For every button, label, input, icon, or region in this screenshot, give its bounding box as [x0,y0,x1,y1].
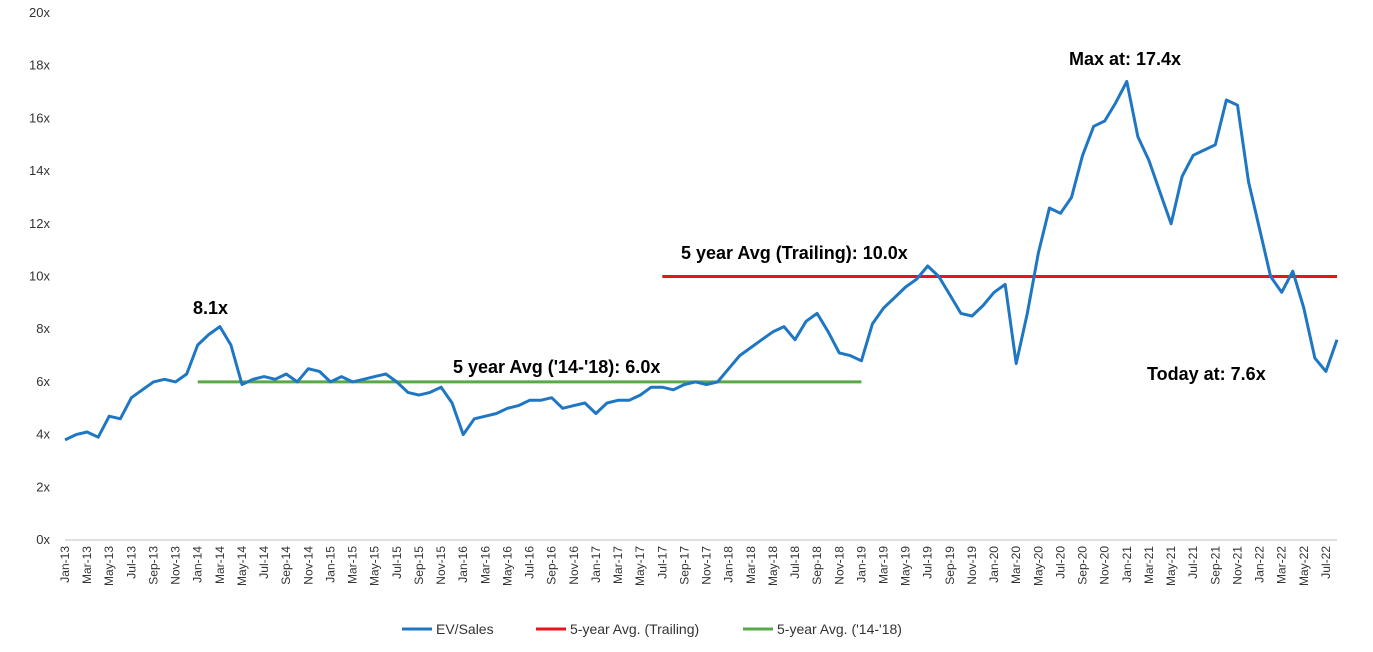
x-tick-label: Sep-19 [943,546,957,585]
x-tick-label: Sep-13 [146,546,160,585]
x-tick-label: Jul-20 [1053,546,1067,579]
x-tick-label: May-19 [899,546,913,586]
legend-label-trailing: 5-year Avg. (Trailing) [570,621,699,637]
x-tick-label: Sep-18 [810,546,824,585]
x-tick-label: Mar-18 [744,546,758,584]
x-tick-label: Mar-21 [1142,546,1156,584]
y-tick-label: 2x [36,479,50,494]
x-tick-label: Sep-15 [412,546,426,585]
x-tick-label: May-18 [766,546,780,586]
x-tick-label: Jul-15 [390,546,404,579]
x-tick-label: Sep-17 [677,546,691,585]
x-tick-label: Jan-16 [456,546,470,583]
x-tick-label: Jul-22 [1319,546,1333,579]
plot-area [64,80,1339,442]
y-tick-label: 16x [29,110,50,125]
x-tick-label: Nov-15 [434,546,448,585]
x-tick-label: Mar-13 [80,546,94,584]
x-tick-label: May-15 [368,546,382,586]
annotation-trailing-avg: 5 year Avg (Trailing): 10.0x [681,243,908,263]
x-tick-label: Nov-16 [567,546,581,585]
x-axis: Jan-13 Mar-13 May-13 Jul-13 Sep-13 Nov-13 Jan-… [58,546,1333,586]
x-tick-label: Jan-22 [1253,546,1267,583]
x-tick-label: Jan-21 [1120,546,1134,583]
x-tick-label: Nov-21 [1230,546,1244,585]
y-tick-label: 12x [29,216,50,231]
annotation-max: Max at: 17.4x [1069,49,1181,69]
y-axis: 0x 2x 4x 6x 8x 10x 12x 14x 16x 18x 20x [29,5,50,547]
x-tick-label: Jan-20 [987,546,1001,583]
legend: EV/Sales 5-year Avg. (Trailing) 5-year A… [402,621,902,637]
y-tick-label: 10x [29,269,50,284]
ev-sales-line [64,80,1339,442]
x-tick-label: Nov-20 [1098,546,1112,585]
annotation-avg-14-18: 5 year Avg ('14-'18): 6.0x [453,357,660,377]
y-tick-label: 14x [29,163,50,178]
y-tick-label: 18x [29,58,50,73]
y-tick-label: 4x [36,427,50,442]
x-tick-label: Jul-16 [523,546,537,579]
x-tick-label: Jul-17 [655,546,669,579]
x-tick-label: Mar-14 [213,546,227,584]
x-tick-label: Nov-13 [169,546,183,585]
x-tick-label: Mar-17 [611,546,625,584]
x-tick-label: Nov-14 [301,546,315,585]
x-tick-label: Sep-14 [279,546,293,585]
legend-label-avg-14-18: 5-year Avg. ('14-'18) [777,621,902,637]
x-tick-label: Jan-13 [58,546,72,583]
x-tick-label: May-21 [1164,546,1178,586]
x-tick-label: Mar-20 [1009,546,1023,584]
y-tick-label: 0x [36,532,50,547]
x-tick-label: May-14 [235,546,249,586]
x-tick-label: Sep-20 [1076,546,1090,585]
x-tick-label: Mar-22 [1275,546,1289,584]
x-tick-label: May-22 [1297,546,1311,586]
x-tick-label: Nov-17 [700,546,714,585]
x-tick-label: May-17 [633,546,647,586]
x-tick-label: Nov-19 [965,546,979,585]
x-tick-label: Jul-21 [1186,546,1200,579]
x-tick-label: Jul-14 [257,546,271,579]
x-tick-label: Mar-15 [346,546,360,584]
x-tick-label: May-20 [1031,546,1045,586]
x-tick-label: Jul-19 [921,546,935,579]
x-tick-label: Jan-14 [191,546,205,583]
x-tick-label: Mar-16 [478,546,492,584]
annotation-peak-2014: 8.1x [193,298,228,318]
x-tick-label: Jan-17 [589,546,603,583]
x-tick-label: Sep-16 [545,546,559,585]
x-tick-label: Nov-18 [832,546,846,585]
y-tick-label: 6x [36,374,50,389]
x-tick-label: Jan-19 [854,546,868,583]
annotation-today: Today at: 7.6x [1147,364,1266,384]
y-tick-label: 8x [36,321,50,336]
x-tick-label: Jan-15 [323,546,337,583]
x-tick-label: Jan-18 [722,546,736,583]
legend-label-ev-sales: EV/Sales [436,621,494,637]
x-tick-label: May-13 [102,546,116,586]
x-tick-label: Jul-18 [788,546,802,579]
y-tick-label: 20x [29,5,50,20]
x-tick-label: May-16 [500,546,514,586]
x-tick-label: Sep-21 [1208,546,1222,585]
x-tick-label: Mar-19 [877,546,891,584]
x-tick-label: Jul-13 [124,546,138,579]
